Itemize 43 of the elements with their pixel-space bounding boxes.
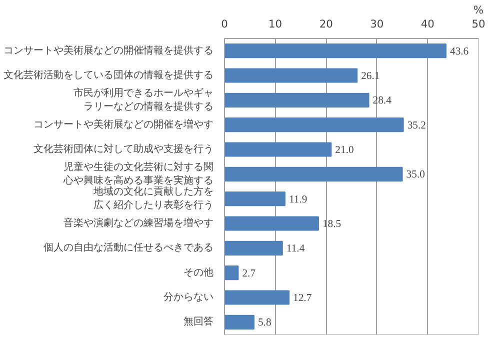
y-tick-label: コンサートや美術展などの開催を増やす	[34, 118, 214, 130]
bar	[224, 240, 283, 256]
data-label: 11.9	[288, 194, 308, 206]
x-tick-label: 0	[221, 18, 228, 30]
bar	[224, 142, 332, 157]
bar	[224, 216, 319, 231]
x-tick-label: 10	[268, 18, 282, 30]
y-tick-label: 文化芸術活動をしている団体の情報を提供する	[4, 69, 214, 81]
data-label: 18.5	[322, 219, 342, 230]
x-tick-label: 30	[370, 18, 384, 30]
x-axis-title: %	[473, 4, 484, 16]
data-label: 43.6	[450, 46, 470, 58]
data-label: 21.0	[335, 145, 354, 156]
data-label: 12.7	[293, 293, 312, 304]
data-label: 35.2	[407, 120, 426, 132]
x-tick-label: 20	[319, 18, 334, 30]
bar	[224, 92, 370, 108]
y-tick-label: コンサートや美術展などの開催情報を提供する	[4, 44, 214, 56]
y-tick-label: 個人の自由な活動に任せるべきである	[44, 242, 214, 254]
bar	[224, 44, 446, 58]
bar	[224, 118, 404, 132]
y-tick-label: その他	[184, 266, 214, 278]
data-label: 2.7	[242, 268, 256, 280]
bar	[224, 166, 403, 182]
y-tick-label: 無回答	[184, 316, 214, 328]
data-label: 35.0	[406, 170, 425, 181]
data-label: 5.8	[258, 318, 272, 329]
bar	[224, 314, 254, 330]
bar	[224, 192, 286, 206]
data-label: 11.4	[286, 244, 306, 255]
y-tick-label: 分からない	[164, 291, 214, 303]
y-tick-label: 文化芸術団体に対して助成や支援を行う	[34, 143, 214, 155]
x-tick-label: 40	[420, 18, 435, 30]
y-tick-label: 地域の文化に貢献した方を広く紹介したり表彰を行う	[92, 186, 214, 211]
y-tick-label: 児童や生徒の文化芸術に対する関心や興味を高める事業を実施する	[62, 161, 214, 186]
y-tick-label: 音楽や演劇などの練習場を増やす	[64, 217, 214, 229]
data-label: 26.1	[361, 71, 380, 82]
bar	[224, 266, 239, 280]
data-label: 28.4	[372, 96, 392, 107]
bar	[224, 68, 358, 83]
x-tick-label: 50	[472, 18, 486, 30]
bar	[224, 290, 290, 305]
y-tick-label: 市民が利用できるホールやギャラリーなどの情報を提供する	[74, 87, 214, 112]
